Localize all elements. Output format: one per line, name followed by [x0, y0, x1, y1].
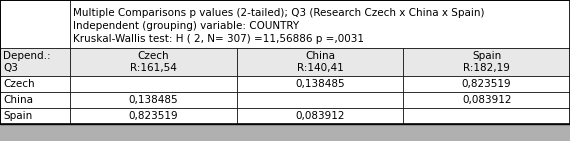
Bar — [70, 92, 237, 108]
Text: 0,138485: 0,138485 — [128, 95, 178, 105]
Text: R:182,19: R:182,19 — [463, 63, 510, 73]
Text: R:161,54: R:161,54 — [130, 63, 177, 73]
Bar — [70, 76, 237, 92]
Bar — [70, 0, 570, 48]
Bar — [404, 76, 570, 92]
Text: Czech: Czech — [3, 79, 35, 89]
Text: Kruskal-Wallis test: H ( 2, N= 307) =11,56886 p =,0031: Kruskal-Wallis test: H ( 2, N= 307) =11,… — [73, 34, 364, 44]
Text: 0,823519: 0,823519 — [462, 79, 511, 89]
Bar — [0, 0, 70, 48]
Text: 0,083912: 0,083912 — [462, 95, 511, 105]
Bar — [404, 48, 570, 76]
Text: R:140,41: R:140,41 — [296, 63, 343, 73]
Bar — [70, 108, 237, 124]
Text: Q3: Q3 — [3, 63, 18, 73]
Bar — [70, 48, 237, 76]
Text: China: China — [3, 95, 33, 105]
Bar — [237, 76, 404, 92]
Text: Independent (grouping) variable: COUNTRY: Independent (grouping) variable: COUNTRY — [73, 21, 299, 31]
Text: Czech: Czech — [137, 51, 169, 61]
Text: 0,083912: 0,083912 — [295, 111, 345, 121]
Bar — [237, 92, 404, 108]
Bar — [0, 0, 570, 124]
Text: 0,823519: 0,823519 — [128, 111, 178, 121]
Text: Spain: Spain — [3, 111, 32, 121]
Bar — [237, 108, 404, 124]
Bar — [0, 0, 570, 124]
Bar — [404, 108, 570, 124]
Text: China: China — [305, 51, 335, 61]
Bar — [0, 92, 70, 108]
Bar — [0, 48, 70, 76]
Text: Multiple Comparisons p values (2-tailed); Q3 (Research Czech x China x Spain): Multiple Comparisons p values (2-tailed)… — [73, 8, 484, 18]
Bar — [237, 48, 404, 76]
Bar — [0, 108, 70, 124]
Text: 0,138485: 0,138485 — [295, 79, 345, 89]
Bar — [0, 76, 70, 92]
Bar — [404, 92, 570, 108]
Text: Spain: Spain — [472, 51, 501, 61]
Text: Depend.:: Depend.: — [3, 51, 51, 61]
